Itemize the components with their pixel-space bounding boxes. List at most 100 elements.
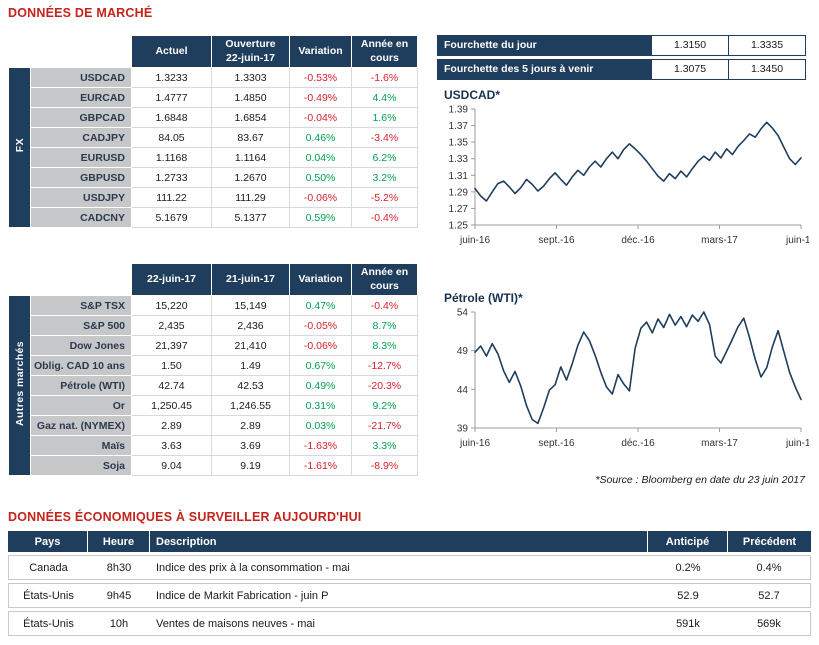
- value-cell: 2.89: [131, 415, 212, 436]
- ytd-cell: 6.2%: [351, 147, 418, 168]
- value-cell: 1.6854: [211, 107, 290, 128]
- table-row: GBPUSD 1.2733 1.2670 0.50% 3.2%: [9, 167, 418, 188]
- x-tick-label: déc.-16: [621, 438, 655, 449]
- econ-column-header: Précédent: [728, 531, 811, 552]
- wti-chart-title: Pétrole (WTI)*: [444, 291, 523, 305]
- ytd-cell: -21.7%: [351, 415, 418, 436]
- y-tick-label: 44: [457, 385, 469, 396]
- variation-cell: 0.50%: [289, 167, 352, 188]
- ytd-cell: -3.4%: [351, 127, 418, 148]
- column-header: Variation: [289, 263, 352, 296]
- price-line: [474, 311, 802, 425]
- market-data-title: DONNÉES DE MARCHÉ: [8, 6, 153, 20]
- row-label: Dow Jones: [30, 335, 132, 356]
- variation-cell: -1.61%: [289, 455, 352, 476]
- range-high-value: 1.3335: [728, 35, 806, 56]
- table-row: Or 1,250.45 1,246.55 0.31% 9.2%: [9, 395, 418, 416]
- row-label: Or: [30, 395, 132, 416]
- econ-row: Canada 8h30 Indice des prix à la consommat…: [8, 555, 811, 580]
- previous-cell: 569k: [728, 611, 811, 636]
- row-label: Oblig. CAD 10 ans: [30, 355, 132, 376]
- y-tick-label: 54: [457, 308, 469, 319]
- econ-column-header: Description: [150, 531, 648, 552]
- column-header: Variation: [289, 35, 352, 68]
- y-tick-label: 39: [457, 424, 469, 435]
- ytd-cell: 8.3%: [351, 335, 418, 356]
- value-cell: 42.53: [211, 375, 290, 396]
- fx-header-row: Actuel Ouverture 22-juin-17 Variation Année…: [9, 35, 418, 68]
- value-cell: 3.63: [131, 435, 212, 456]
- table-row: Gaz nat. (NYMEX) 2.89 2.89 0.03% -21.7%: [9, 415, 418, 436]
- value-cell: 1.50: [131, 355, 212, 376]
- variation-cell: -0.06%: [289, 187, 352, 208]
- previous-cell: 0.4%: [728, 555, 811, 580]
- price-line: [474, 121, 802, 202]
- markets-header-row: 22-juin-17 21-juin-17 Variation Année en co…: [9, 263, 418, 296]
- ytd-cell: 3.3%: [351, 435, 418, 456]
- range-label: Fourchette du jour: [437, 35, 651, 56]
- x-tick-label: juin-17: [785, 438, 809, 449]
- value-cell: 42.74: [131, 375, 212, 396]
- country-cell: États-Unis: [8, 611, 88, 636]
- value-cell: 1.4850: [211, 87, 290, 108]
- row-label: GBPUSD: [30, 167, 132, 188]
- row-label: GBPCAD: [30, 107, 132, 128]
- econ-calendar-table: Pays Heure Description Anticipé Précédent Ca…: [8, 528, 811, 639]
- row-label: EURCAD: [30, 87, 132, 108]
- header-spacer: [9, 36, 132, 68]
- variation-cell: -0.04%: [289, 107, 352, 128]
- previous-cell: 52.7: [728, 583, 811, 608]
- column-header: 22-juin-17: [131, 263, 212, 296]
- y-tick-label: 1.29: [449, 187, 469, 198]
- table-row: GBPCAD 1.6848 1.6854 -0.04% 1.6%: [9, 107, 418, 128]
- ytd-cell: -20.3%: [351, 375, 418, 396]
- value-cell: 1.4777: [131, 87, 212, 108]
- value-cell: 1.2733: [131, 167, 212, 188]
- group-label: Autres marchés: [13, 340, 26, 426]
- range-high-value: 1.3450: [728, 59, 806, 80]
- ytd-cell: -8.9%: [351, 455, 418, 476]
- ytd-cell: -5.2%: [351, 187, 418, 208]
- table-row: Oblig. CAD 10 ans 1.50 1.49 0.67% -12.7%: [9, 355, 418, 376]
- y-tick-label: 1.27: [449, 204, 469, 215]
- row-label: Maïs: [30, 435, 132, 456]
- econ-data-title: DONNÉES ÉCONOMIQUES À SURVEILLER AUJOURD…: [8, 510, 362, 524]
- econ-header-row: Pays Heure Description Anticipé Précédent: [8, 531, 811, 552]
- table-row: EURCAD 1.4777 1.4850 -0.49% 4.4%: [9, 87, 418, 108]
- range-row: Fourchette du jour 1.3150 1.3335: [437, 35, 806, 56]
- value-cell: 1.1168: [131, 147, 212, 168]
- table-row: CADJPY 84.05 83.67 0.46% -3.4%: [9, 127, 418, 148]
- group-label-strip: FX: [8, 67, 31, 228]
- table-row: Dow Jones 21,397 21,410 -0.06% 8.3%: [9, 335, 418, 356]
- ytd-cell: -12.7%: [351, 355, 418, 376]
- variation-cell: -0.53%: [289, 67, 352, 88]
- row-label: USDCAD: [30, 67, 132, 88]
- value-cell: 9.19: [211, 455, 290, 476]
- usdcad-line-chart: 1.25 1.27 1.29 1.31 1.33 1.35 1.37 1.39 juin-16 s…: [449, 105, 809, 247]
- value-cell: 1.3233: [131, 67, 212, 88]
- table-row: USDJPY 111.22 111.29 -0.06% -5.2%: [9, 187, 418, 208]
- row-label: Soja: [30, 455, 132, 476]
- value-cell: 21,410: [211, 335, 290, 356]
- description-cell: Indice des prix à la consommation - mai: [150, 555, 648, 580]
- row-label: S&P 500: [30, 315, 132, 336]
- row-label: Gaz nat. (NYMEX): [30, 415, 132, 436]
- value-cell: 111.22: [131, 187, 212, 208]
- ytd-cell: -1.6%: [351, 67, 418, 88]
- ytd-cell: 8.7%: [351, 315, 418, 336]
- variation-cell: 0.46%: [289, 127, 352, 148]
- ytd-cell: -0.4%: [351, 207, 418, 228]
- value-cell: 2,435: [131, 315, 212, 336]
- x-tick-label: juin-16: [459, 438, 490, 449]
- value-cell: 1,250.45: [131, 395, 212, 416]
- variation-cell: 0.03%: [289, 415, 352, 436]
- value-cell: 5.1377: [211, 207, 290, 228]
- value-cell: 5.1679: [131, 207, 212, 228]
- econ-column-header: Heure: [88, 531, 150, 552]
- wti-line-chart: 39 44 49 54 juin-16 sept.-16 déc.-16 mars-17 jui…: [457, 308, 809, 450]
- variation-cell: 0.49%: [289, 375, 352, 396]
- usdcad-chart-title: USDCAD*: [444, 88, 501, 102]
- econ-row: États-Unis 9h45 Indice de Markit Fabricati…: [8, 583, 811, 608]
- econ-column-header: Anticipé: [648, 531, 728, 552]
- x-tick-label: juin-17: [785, 235, 809, 246]
